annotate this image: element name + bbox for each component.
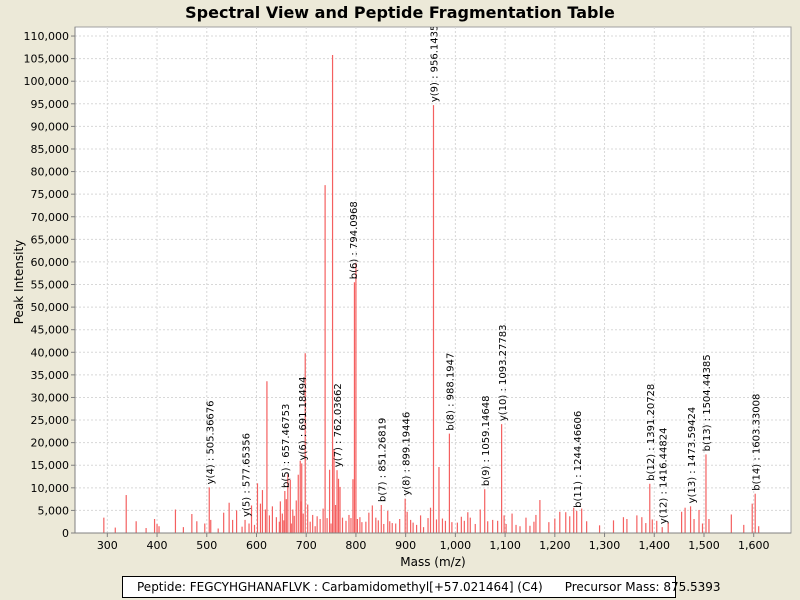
fragment-label: b(5) : 657.46753 (281, 404, 292, 488)
peptide-label: Peptide: FEGCYHGHANAFLVK : Carbamidometh… (137, 580, 543, 594)
y-tick-label: 110,000 (24, 30, 70, 43)
x-axis-label: Mass (m/z) (400, 555, 465, 569)
x-tick-label: 700 (296, 539, 317, 552)
y-tick-label: 95,000 (31, 98, 70, 111)
y-tick-label: 0 (62, 527, 69, 540)
y-tick-label: 80,000 (31, 166, 70, 179)
precursor-mass-label: Precursor Mass: 875.5393 (564, 580, 721, 594)
y-tick-label: 100,000 (24, 75, 70, 88)
fragment-label: y(12) : 1416.44824 (658, 428, 669, 525)
y-tick-label: 30,000 (31, 391, 70, 404)
y-tick-label: 45,000 (31, 324, 70, 337)
x-tick-label: 800 (345, 539, 366, 552)
y-tick-label: 105,000 (24, 53, 70, 66)
y-tick-label: 65,000 (31, 233, 70, 246)
x-tick-label: 1,600 (738, 539, 770, 552)
peptide-info-box: Peptide: FEGCYHGHANAFLVK : Carbamidometh… (122, 576, 721, 598)
fragment-label: y(6) : 691.18494 (298, 377, 309, 461)
y-tick-label: 85,000 (31, 143, 70, 156)
fragment-label: b(14) : 1603.33008 (751, 394, 762, 491)
y-tick-label: 35,000 (31, 369, 70, 382)
fragment-label: y(4) : 505.36676 (205, 400, 216, 484)
fragment-label: b(13) : 1504.44385 (702, 354, 713, 451)
y-tick-label: 60,000 (31, 256, 70, 269)
x-tick-label: 1,300 (589, 539, 621, 552)
x-tick-label: 1,200 (539, 539, 571, 552)
axis-ticks: 0 5,000 10,000 15,000 20,000 25,000 30,000 35,0… (24, 30, 770, 552)
fragment-label: y(5) : 577.65356 (241, 433, 252, 517)
fragment-label: b(7) : 851.26819 (377, 418, 388, 502)
y-tick-label: 25,000 (31, 414, 70, 427)
peak-series (103, 55, 760, 533)
fragment-label: y(8) : 899.19446 (401, 412, 412, 496)
y-tick-label: 55,000 (31, 279, 70, 292)
fragment-label: b(6) : 794.0968 (349, 201, 360, 279)
fragment-annotations: y(4) : 505.36676 y(5) : 577.65356 b(5) : 6… (205, 18, 762, 525)
y-tick-label: 90,000 (31, 120, 70, 133)
fragment-label: y(10) : 1093.27783 (498, 324, 509, 421)
x-tick-label: 900 (395, 539, 416, 552)
y-tick-label: 40,000 (31, 346, 70, 359)
x-tick-label: 1,000 (440, 539, 472, 552)
y-tick-label: 70,000 (31, 211, 70, 224)
x-tick-label: 400 (147, 539, 168, 552)
y-tick-label: 5,000 (38, 504, 70, 517)
y-tick-label: 75,000 (31, 188, 70, 201)
fragment-label: y(13) : 1473.59424 (687, 407, 698, 504)
fragment-label: b(9) : 1059.14648 (481, 395, 492, 486)
fragment-label: b(12) : 1391.20728 (646, 384, 657, 481)
x-tick-label: 1,400 (639, 539, 671, 552)
fragment-label: b(8) : 988.1947 (446, 353, 457, 431)
fragment-label: b(11) : 1244.46606 (573, 411, 584, 508)
y-tick-label: 10,000 (31, 482, 70, 495)
x-tick-label: 300 (97, 539, 118, 552)
x-tick-label: 1,100 (489, 539, 521, 552)
fragment-label: y(9) : 956.14355 (430, 18, 441, 102)
chart-title: Spectral View and Peptide Fragmentation … (185, 3, 615, 22)
y-axis-label: Peak Intensity (12, 240, 26, 325)
y-tick-label: 50,000 (31, 301, 70, 314)
x-tick-label: 600 (246, 539, 267, 552)
x-tick-label: 500 (196, 539, 217, 552)
fragment-label: y(7) : 762.03662 (333, 383, 344, 467)
x-tick-label: 1,500 (688, 539, 720, 552)
y-tick-label: 15,000 (31, 459, 70, 472)
y-tick-label: 20,000 (31, 437, 70, 450)
